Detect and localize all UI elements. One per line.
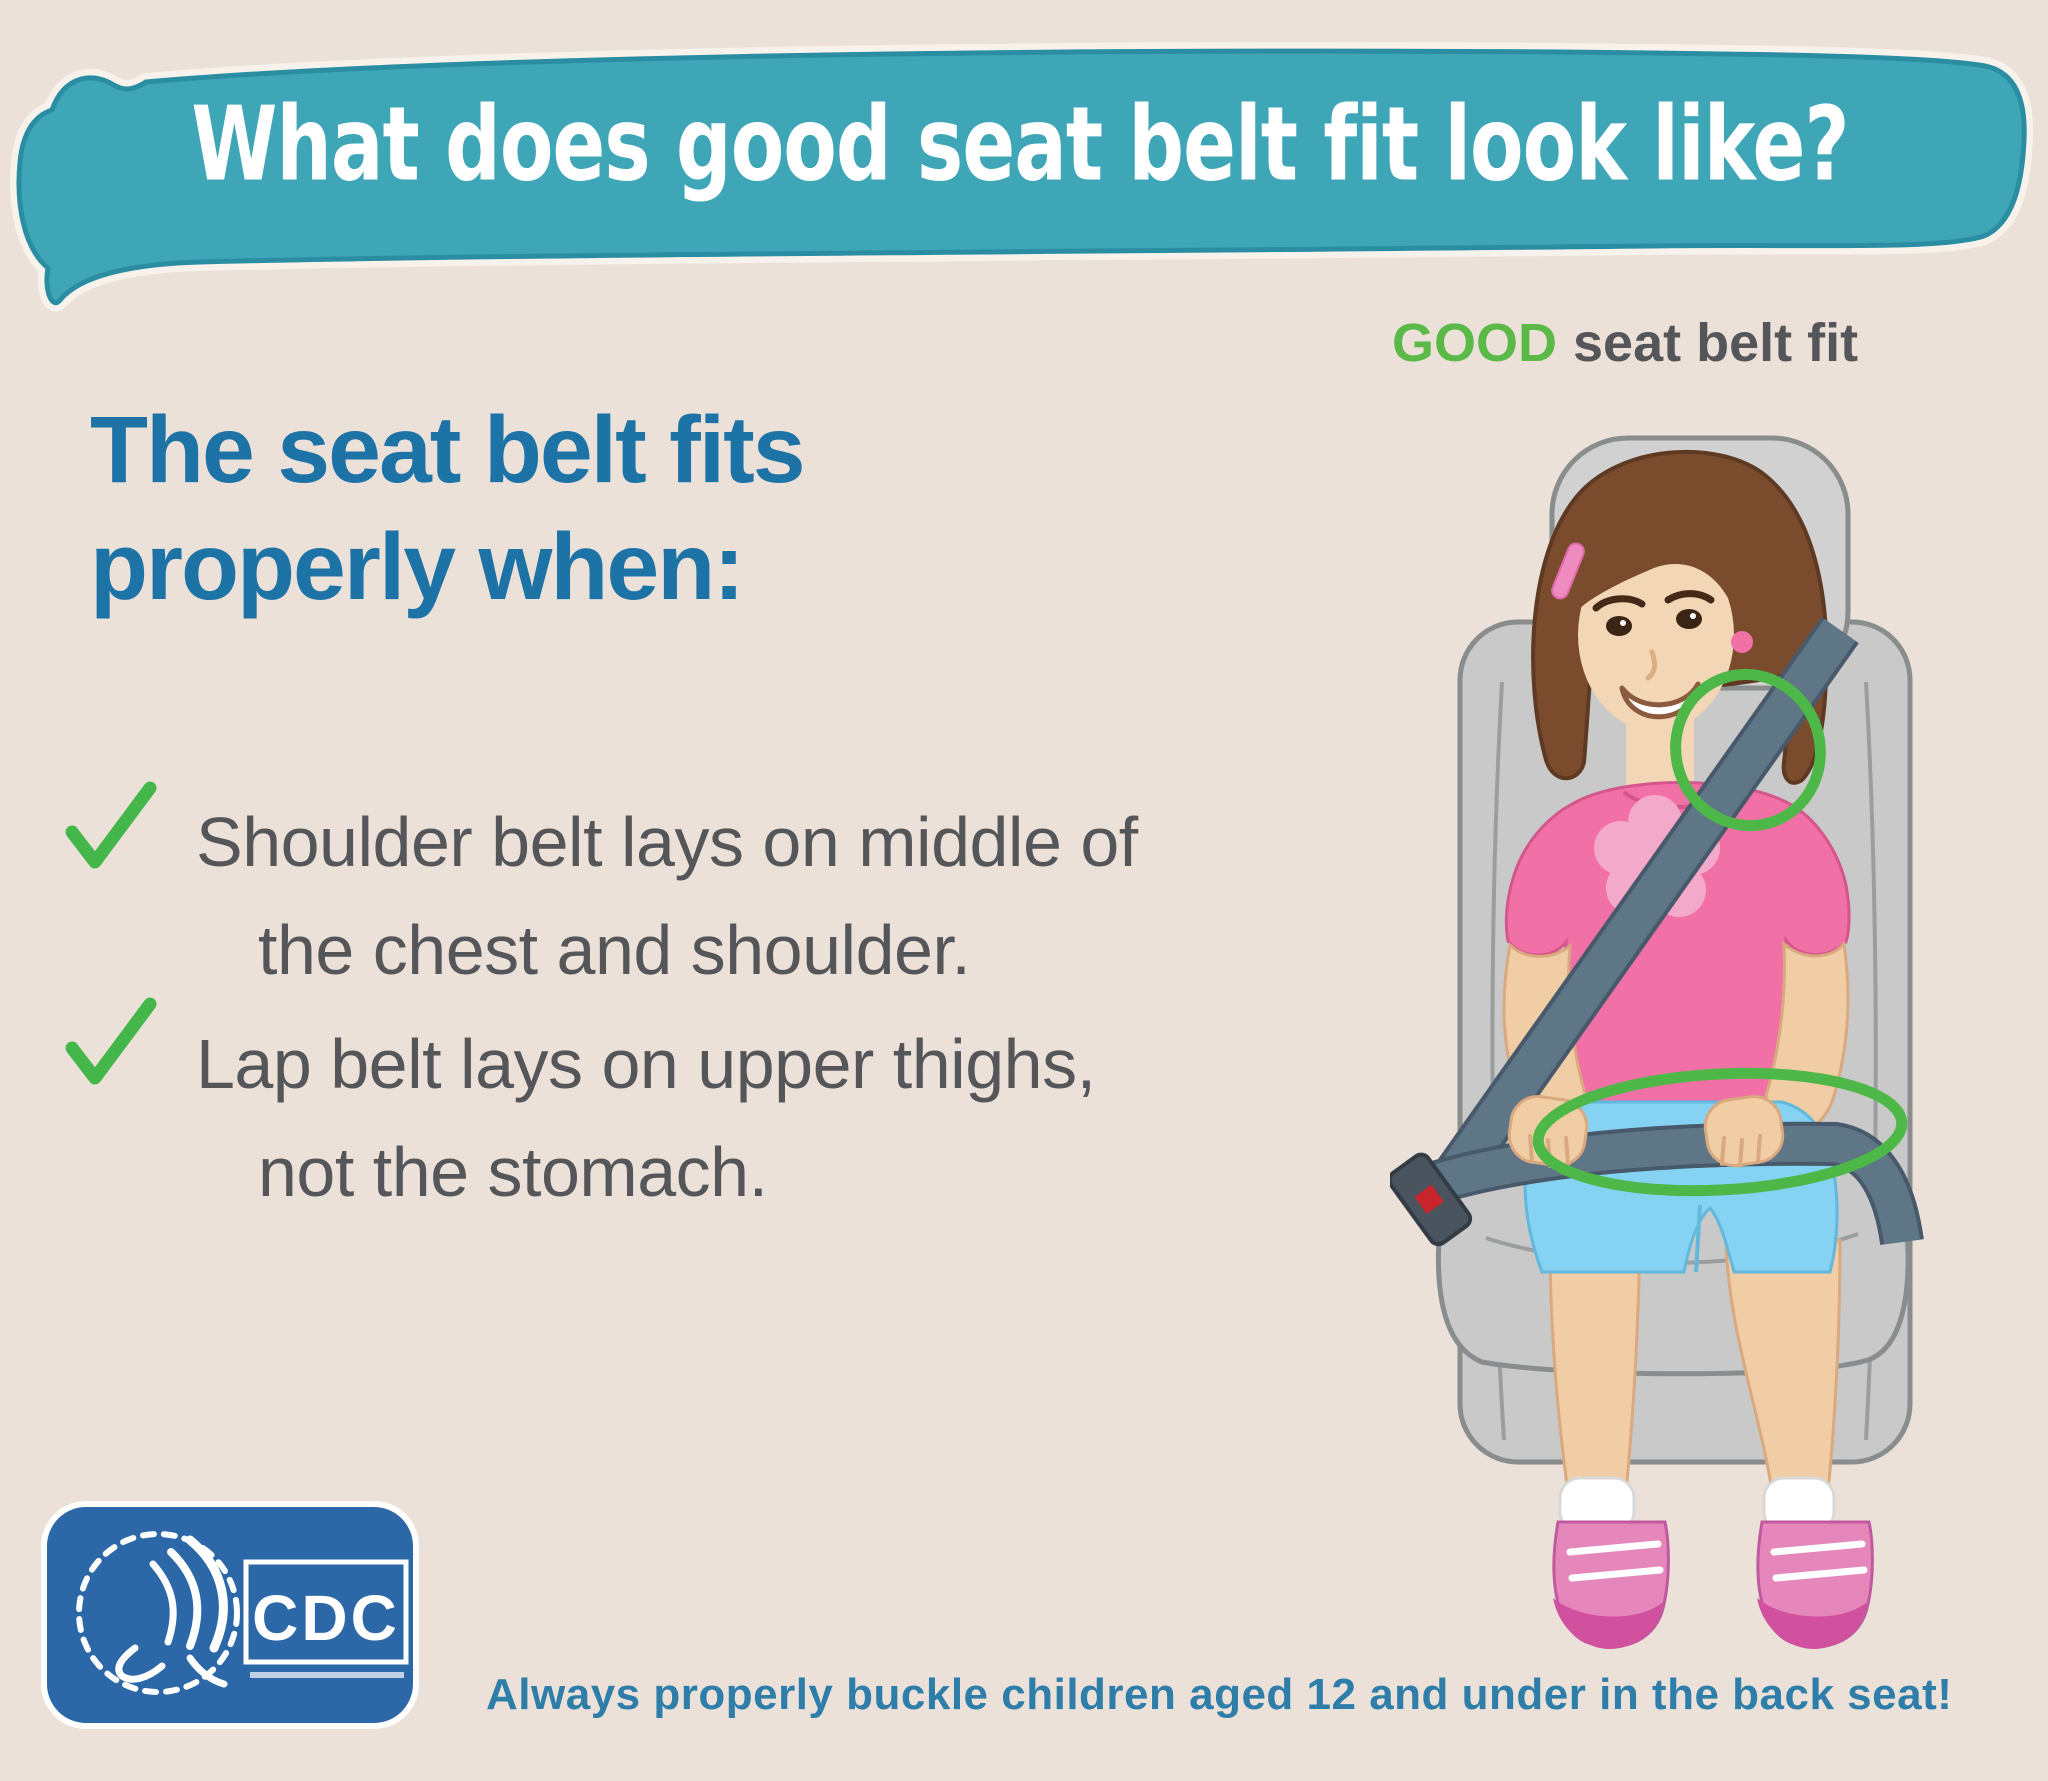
checkmark-icon: [65, 997, 157, 1085]
shoulder-belt-highlight-circle: [1670, 668, 1826, 832]
hhs-eagle-icon: [76, 1531, 240, 1695]
footer-note: Always properly buckle children aged 12 …: [486, 1670, 1953, 1719]
banner-edge-shape: [16, 48, 2027, 305]
checklist-item-text: Lap belt lays on upper thighs,: [196, 1025, 1096, 1103]
fringe: [1580, 519, 1730, 608]
checklist-item-lap-belt: Lap belt lays on upper thighs, not the s…: [196, 1010, 1138, 1226]
title-banner: [10, 42, 2034, 312]
checkmark-icon: [65, 781, 157, 869]
fit-quality-label: GOOD seat belt fit: [1392, 312, 1858, 374]
lap-belt-highlight-circle: [1532, 1067, 1908, 1197]
checklist-item-text: Shoulder belt lays on middle of: [196, 803, 1138, 881]
cdc-logo: CDC: [41, 1501, 419, 1729]
car-seat-illustration: [1390, 435, 1924, 1650]
checklist-item-text: the chest and shoulder.: [258, 911, 971, 989]
hair-clip: [1551, 542, 1585, 600]
face: [1578, 539, 1734, 731]
heading-line-1: The seat belt fits: [90, 397, 806, 503]
good-word: GOOD: [1392, 313, 1558, 373]
checklist-item-shoulder-belt: Shoulder belt lays on middle of the ches…: [196, 788, 1138, 1004]
heading-line-2: properly when:: [90, 514, 745, 620]
checklist-item-text: not the stomach.: [258, 1133, 768, 1211]
facial-features: [1592, 590, 1715, 720]
checklist: Shoulder belt lays on middle of the ches…: [196, 788, 1138, 1226]
right-shoe: [1756, 1520, 1874, 1650]
earring: [1731, 631, 1753, 653]
cdc-wordmark: CDC: [252, 1582, 400, 1654]
belt-buckle: [1390, 1152, 1473, 1247]
page-title: What does good seat belt fit look like?: [191, 86, 1849, 205]
left-leg: [1548, 1238, 1642, 1494]
cdc-wordmark-box: [243, 1559, 409, 1665]
fit-label-rest: seat belt fit: [1573, 313, 1859, 373]
section-heading: The seat belt fits properly when:: [90, 392, 806, 626]
left-shoe: [1552, 1520, 1670, 1650]
